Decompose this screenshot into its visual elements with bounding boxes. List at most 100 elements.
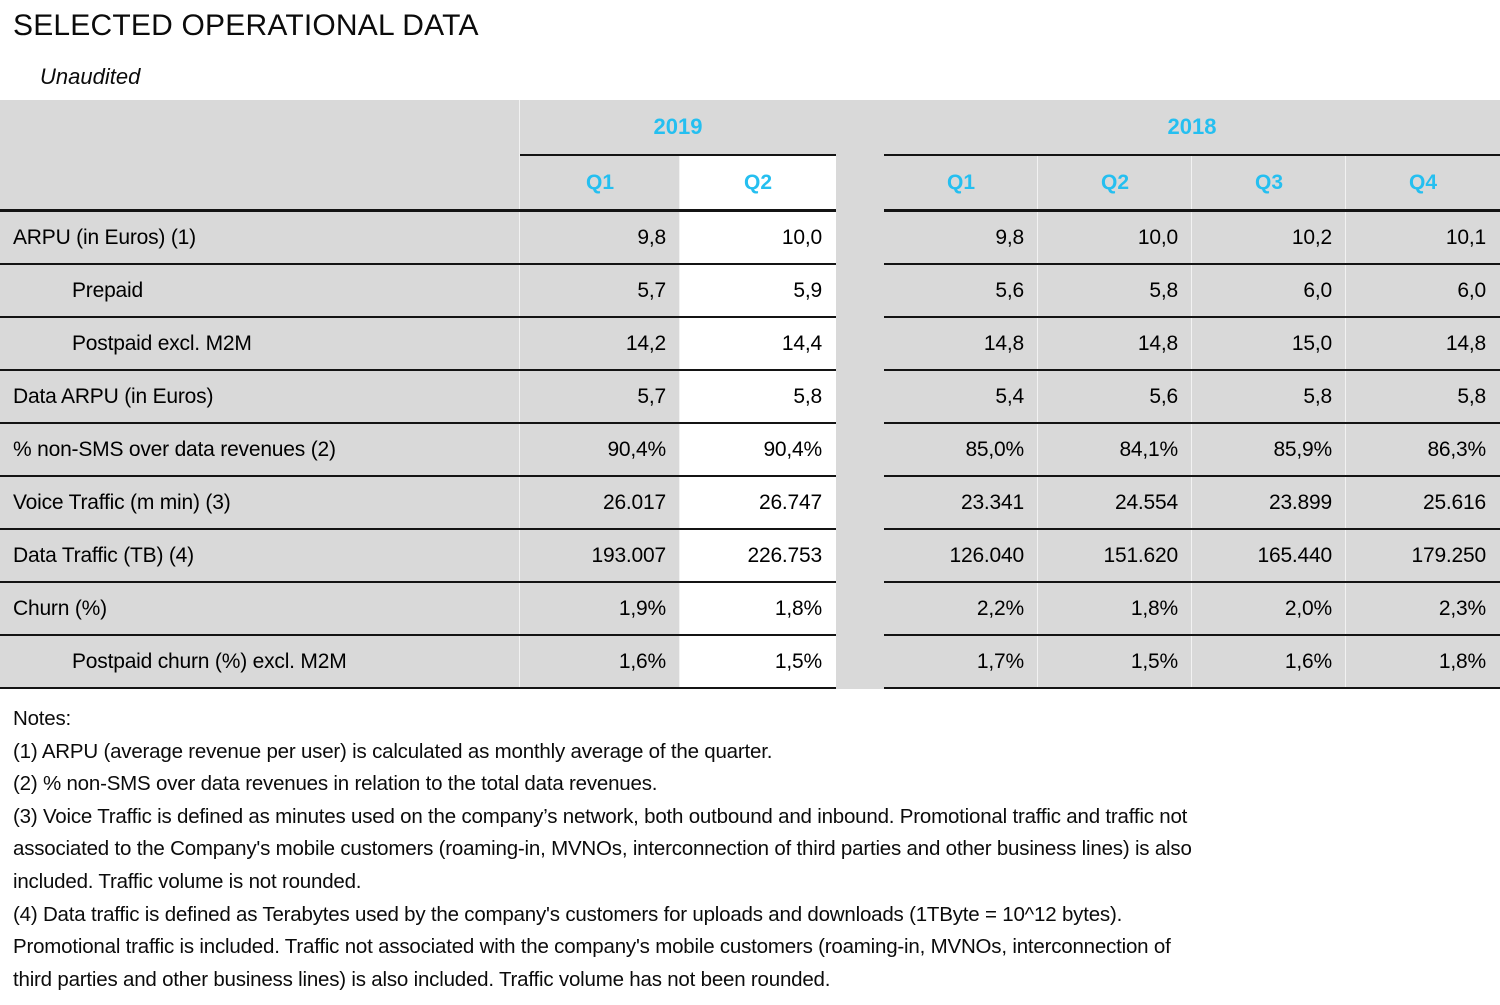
note-line: (2) % non-SMS over data revenues in rela… [13, 772, 658, 796]
metric-label: ARPU (in Euros) (1) [0, 212, 520, 265]
operational-data-table: 2019 2018 Q1 Q2 Q1 Q2 Q3 Q4 ARPU (in Eur… [0, 100, 1500, 689]
value-2018-q1: 5,4 [884, 371, 1038, 424]
value-2018-q2: 5,6 [1038, 371, 1192, 424]
row-spacer [836, 530, 884, 583]
value-2018-q4: 10,1 [1346, 212, 1500, 265]
value-2018-q1: 126.040 [884, 530, 1038, 583]
table-row: Postpaid excl. M2M 14,2 14,4 14,8 14,8 1… [0, 318, 1500, 371]
note-line: included. Traffic volume is not rounded. [13, 869, 362, 893]
quarter-header-2019-q1: Q1 [520, 156, 680, 212]
quarter-header-2018-q2: Q2 [1038, 156, 1192, 212]
notes-heading: Notes: [13, 707, 72, 730]
value-2018-q1: 5,6 [884, 265, 1038, 318]
value-2019-q1: 193.007 [520, 530, 680, 583]
note-line: (1) ARPU (average revenue per user) is c… [13, 739, 773, 763]
table-row: Prepaid 5,7 5,9 5,6 5,8 6,0 6,0 [0, 265, 1500, 318]
value-2018-q1: 14,8 [884, 318, 1038, 371]
value-2018-q4: 86,3% [1346, 424, 1500, 477]
value-2019-q1: 9,8 [520, 212, 680, 265]
value-2018-q3: 23.899 [1192, 477, 1346, 530]
note-line: (3) Voice Traffic is defined as minutes … [13, 804, 1188, 828]
table-row: Voice Traffic (m min) (3) 26.017 26.747 … [0, 477, 1500, 530]
quarter-header-2018-q3: Q3 [1192, 156, 1346, 212]
row-spacer [836, 636, 884, 689]
quarter-header-2018-q1: Q1 [884, 156, 1038, 212]
value-2018-q3: 165.440 [1192, 530, 1346, 583]
value-2018-q2: 84,1% [1038, 424, 1192, 477]
value-2018-q3: 15,0 [1192, 318, 1346, 371]
value-2018-q2: 1,8% [1038, 583, 1192, 636]
value-2019-q1: 1,9% [520, 583, 680, 636]
metric-label: Data ARPU (in Euros) [0, 371, 520, 424]
quarter-header-row: Q1 Q2 Q1 Q2 Q3 Q4 [0, 156, 1500, 212]
value-2018-q2: 5,8 [1038, 265, 1192, 318]
note-line: third parties and other business lines) … [13, 967, 831, 991]
metric-label: Postpaid churn (%) excl. M2M [0, 636, 520, 689]
year-header-spacer [836, 100, 884, 156]
quarter-header-empty-cell [0, 156, 520, 212]
metric-label: % non-SMS over data revenues (2) [0, 424, 520, 477]
value-2019-q2: 1,5% [680, 636, 836, 689]
table-row: Postpaid churn (%) excl. M2M 1,6% 1,5% 1… [0, 636, 1500, 689]
value-2018-q3: 1,6% [1192, 636, 1346, 689]
row-spacer [836, 477, 884, 530]
value-2018-q1: 85,0% [884, 424, 1038, 477]
value-2018-q4: 179.250 [1346, 530, 1500, 583]
value-2018-q1: 1,7% [884, 636, 1038, 689]
year-header-row: 2019 2018 [0, 100, 1500, 156]
quarter-header-2019-q2: Q2 [680, 156, 836, 212]
row-spacer [836, 212, 884, 265]
value-2019-q2: 1,8% [680, 583, 836, 636]
value-2019-q1: 90,4% [520, 424, 680, 477]
value-2018-q1: 23.341 [884, 477, 1038, 530]
value-2018-q4: 2,3% [1346, 583, 1500, 636]
row-spacer [836, 583, 884, 636]
value-2019-q2: 10,0 [680, 212, 836, 265]
table-row: Data Traffic (TB) (4) 193.007 226.753 12… [0, 530, 1500, 583]
value-2018-q1: 9,8 [884, 212, 1038, 265]
table-row: Churn (%) 1,9% 1,8% 2,2% 1,8% 2,0% 2,3% [0, 583, 1500, 636]
value-2019-q2: 5,8 [680, 371, 836, 424]
value-2018-q4: 6,0 [1346, 265, 1500, 318]
value-2019-q2: 226.753 [680, 530, 836, 583]
metric-label: Postpaid excl. M2M [0, 318, 520, 371]
row-spacer [836, 371, 884, 424]
year-header-2019: 2019 [520, 100, 836, 156]
year-header-empty-cell [0, 100, 520, 156]
value-2019-q2: 26.747 [680, 477, 836, 530]
value-2018-q3: 85,9% [1192, 424, 1346, 477]
row-spacer [836, 318, 884, 371]
value-2018-q2: 151.620 [1038, 530, 1192, 583]
value-2018-q2: 10,0 [1038, 212, 1192, 265]
value-2018-q2: 1,5% [1038, 636, 1192, 689]
value-2019-q2: 14,4 [680, 318, 836, 371]
note-line: (4) Data traffic is defined as Terabytes… [13, 902, 1123, 926]
value-2018-q4: 25.616 [1346, 477, 1500, 530]
value-2018-q3: 10,2 [1192, 212, 1346, 265]
value-2019-q1: 26.017 [520, 477, 680, 530]
value-2018-q4: 1,8% [1346, 636, 1500, 689]
metric-label: Prepaid [0, 265, 520, 318]
value-2019-q2: 5,9 [680, 265, 836, 318]
value-2018-q1: 2,2% [884, 583, 1038, 636]
table-row: ARPU (in Euros) (1) 9,8 10,0 9,8 10,0 10… [0, 212, 1500, 265]
value-2019-q2: 90,4% [680, 424, 836, 477]
note-line: associated to the Company's mobile custo… [13, 837, 1192, 861]
note-line: Promotional traffic is included. Traffic… [13, 935, 1171, 959]
value-2018-q3: 6,0 [1192, 265, 1346, 318]
metric-label: Data Traffic (TB) (4) [0, 530, 520, 583]
row-spacer [836, 265, 884, 318]
value-2018-q2: 14,8 [1038, 318, 1192, 371]
row-spacer [836, 424, 884, 477]
quarter-header-spacer [836, 156, 884, 212]
value-2019-q1: 14,2 [520, 318, 680, 371]
value-2019-q1: 5,7 [520, 371, 680, 424]
metric-label: Voice Traffic (m min) (3) [0, 477, 520, 530]
value-2019-q1: 1,6% [520, 636, 680, 689]
value-2018-q2: 24.554 [1038, 477, 1192, 530]
page-title: SELECTED OPERATIONAL DATA [13, 9, 479, 42]
page-subtitle: Unaudited [40, 64, 141, 89]
quarter-header-2018-q4: Q4 [1346, 156, 1500, 212]
table-row: % non-SMS over data revenues (2) 90,4% 9… [0, 424, 1500, 477]
value-2018-q4: 14,8 [1346, 318, 1500, 371]
